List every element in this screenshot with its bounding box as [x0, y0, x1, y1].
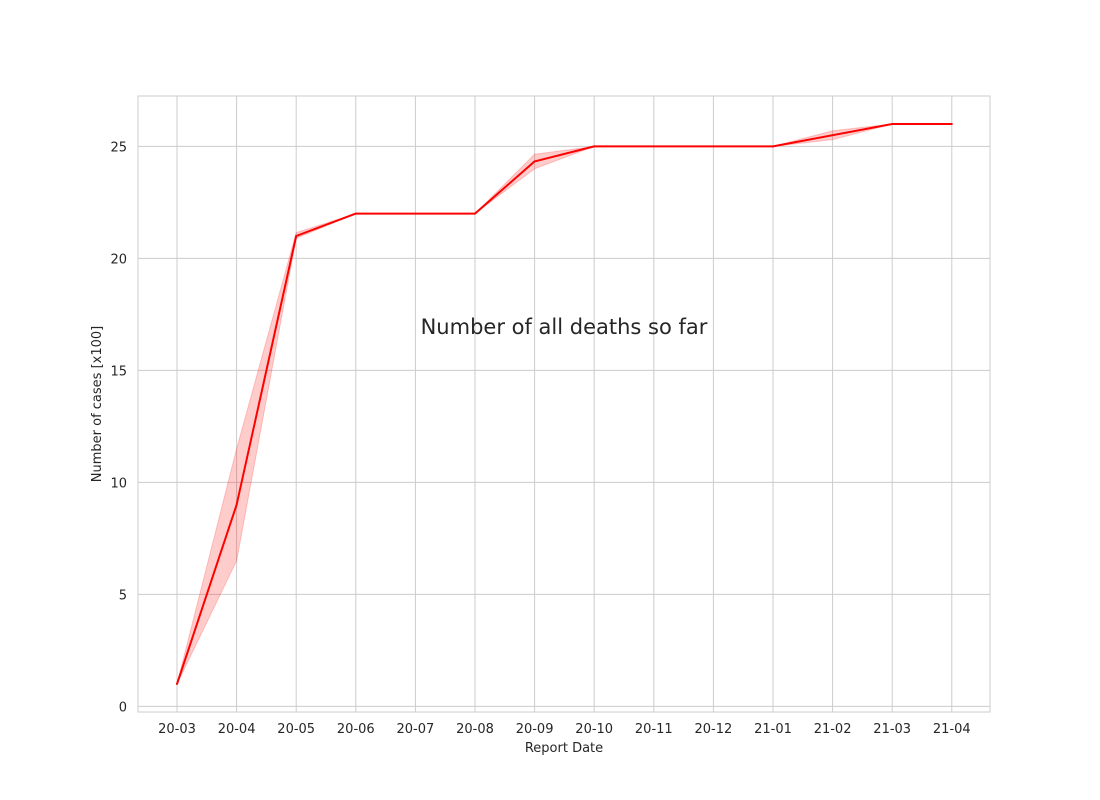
y-axis-ticks: 0 5 10 15 20 25 — [110, 140, 127, 715]
x-tick-label: 20-03 — [158, 722, 196, 737]
data-point — [176, 683, 178, 685]
data-point — [474, 212, 476, 215]
x-tick-label: 20-08 — [456, 722, 494, 737]
data-point — [295, 235, 298, 237]
data-point — [950, 123, 953, 125]
x-axis-ticks: 20-03 20-04 20-05 20-06 20-07 20-08 20-09 20-10… — [158, 722, 971, 737]
data-point — [891, 123, 894, 125]
x-tick-label: 20-07 — [397, 722, 435, 737]
y-axis-label: Number of cases [x100] — [90, 326, 105, 482]
y-tick-label: 20 — [110, 252, 127, 267]
x-tick-label: 20-06 — [337, 722, 375, 737]
data-point — [712, 145, 715, 148]
x-axis-label: Report Date — [525, 741, 603, 756]
series-line — [176, 123, 952, 685]
x-tick-label: 20-04 — [218, 722, 256, 737]
series-line-layer — [176, 123, 953, 685]
chart-title: Number of all deaths so far — [421, 315, 708, 339]
data-point — [533, 160, 536, 163]
y-tick-label: 0 — [119, 700, 127, 715]
x-tick-label: 20-12 — [695, 722, 733, 737]
data-point — [414, 212, 417, 215]
data-point — [354, 212, 357, 215]
x-tick-label: 21-04 — [933, 722, 971, 737]
x-tick-label: 20-10 — [575, 722, 613, 737]
y-tick-label: 10 — [110, 476, 127, 491]
x-tick-label: 20-09 — [516, 722, 554, 737]
x-tick-label: 20-11 — [635, 722, 673, 737]
data-point — [593, 145, 596, 148]
plot-area — [137, 95, 991, 713]
data-point — [831, 134, 834, 137]
grid — [138, 96, 990, 712]
y-tick-label: 25 — [110, 140, 127, 155]
x-tick-label: 21-01 — [754, 722, 792, 737]
x-tick-label: 21-03 — [873, 722, 911, 737]
data-point — [235, 503, 238, 506]
y-tick-label: 15 — [110, 364, 127, 379]
data-point — [772, 145, 774, 148]
x-tick-label: 21-02 — [814, 722, 852, 737]
data-point — [652, 145, 655, 148]
x-tick-label: 20-05 — [277, 722, 315, 737]
y-tick-label: 5 — [119, 588, 127, 603]
